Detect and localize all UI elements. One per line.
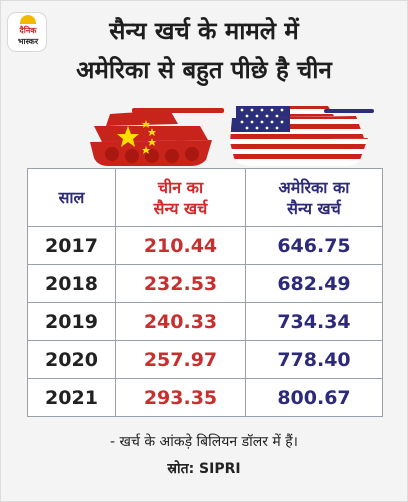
title-line1: सैन्य खर्च के मामले में [109, 17, 299, 45]
table-row: 2018 232.53 682.49 [27, 264, 383, 303]
cell-usa-value: 646.75 [245, 226, 383, 265]
cell-china-value: 240.33 [115, 302, 246, 341]
cell-usa-value: 800.67 [245, 378, 383, 417]
title-line2: अमेरिका से बहुत पीछे है चीन [76, 56, 332, 84]
cell-year: 2017 [27, 226, 116, 265]
table-row: 2020 257.97 778.40 [27, 340, 383, 379]
cell-china-value: 293.35 [115, 378, 246, 417]
source-credit: स्रोत: SIPRI [167, 461, 241, 477]
tank-usa-flag-icon [230, 106, 374, 166]
table-row: 2019 240.33 734.34 [27, 302, 383, 341]
header-china-spending: चीन का सैन्य खर्च [115, 168, 246, 227]
cell-usa-value: 734.34 [245, 302, 383, 341]
table-header-row: साल चीन का सैन्य खर्च अमेरिका का सैन्य ख… [27, 168, 383, 227]
logo-sun-icon [20, 15, 36, 24]
logo-text-line2: भास्कर [17, 37, 39, 46]
cell-china-value: 210.44 [115, 226, 246, 265]
header-usa-spending: अमेरिका का सैन्य खर्च [245, 168, 383, 227]
cell-china-value: 232.53 [115, 264, 246, 303]
dainik-bhaskar-logo: दैनिक भास्कर [7, 12, 47, 52]
cell-year: 2020 [27, 340, 116, 379]
cell-year: 2018 [27, 264, 116, 303]
footnote-units: - खर्च के आंकड़े बिलियन डॉलर में हैं। [110, 434, 298, 450]
cell-china-value: 257.97 [115, 340, 246, 379]
logo-text-line1: दैनिक [19, 26, 37, 35]
military-spending-table: साल चीन का सैन्य खर्च अमेरिका का सैन्य ख… [27, 168, 383, 417]
cell-usa-value: 778.40 [245, 340, 383, 379]
table-row: 2017 210.44 646.75 [27, 226, 383, 265]
header-usa-label: अमेरिका का सैन्य खर्च [278, 177, 350, 218]
cell-usa-value: 682.49 [245, 264, 383, 303]
cell-year: 2021 [27, 378, 116, 417]
table-row: 2021 293.35 800.67 [27, 378, 383, 417]
header-year: साल [27, 168, 116, 227]
tank-china-flag-icon [90, 108, 224, 166]
header-china-label: चीन का सैन्य खर्च [153, 177, 208, 218]
cell-year: 2019 [27, 302, 116, 341]
